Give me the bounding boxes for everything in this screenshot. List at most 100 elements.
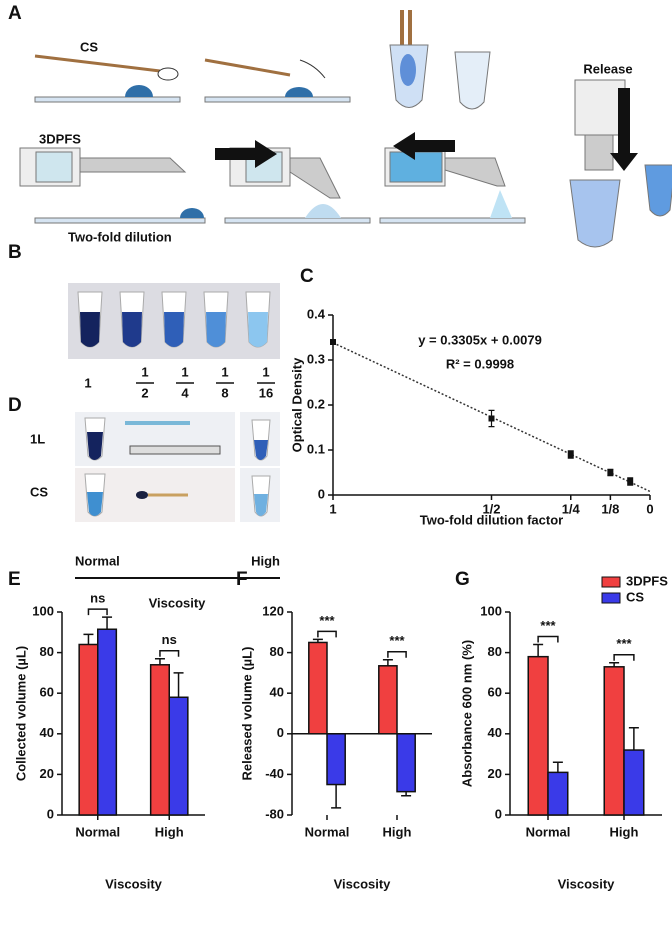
significance-bracket — [613, 654, 635, 661]
x-axis-title: Two-fold dilution factor — [420, 512, 563, 527]
y-tick-label: 0.1 — [307, 441, 325, 456]
dilution-numerator: 1 — [262, 364, 269, 379]
error-bar — [609, 662, 620, 667]
panel-label: D — [8, 395, 22, 416]
bar — [326, 733, 346, 786]
x-tick-label: High — [383, 824, 412, 839]
dilution-numerator: 1 — [221, 364, 228, 379]
y-tick-label: 100 — [32, 603, 54, 618]
row-label: CS — [30, 484, 48, 499]
data-point — [330, 339, 336, 345]
error-bar — [83, 633, 94, 645]
label-cs: CS — [80, 39, 98, 54]
significance-label: ns — [90, 591, 105, 606]
significance-bracket — [317, 630, 337, 638]
x-tick-label: 1/8 — [601, 501, 619, 516]
significance-label: *** — [540, 618, 556, 633]
bar — [78, 643, 99, 816]
data-point — [607, 469, 614, 476]
significance-label: *** — [616, 636, 632, 651]
panel-label: A — [8, 3, 22, 24]
y-tick-label: 40 — [270, 685, 284, 700]
significance-bracket — [159, 649, 180, 657]
x-axis-title: Viscosity — [558, 876, 616, 891]
photo-d — [75, 412, 280, 579]
bar — [97, 628, 118, 816]
x-axis-title: Viscosity — [334, 876, 392, 891]
error-bar — [533, 643, 544, 657]
panel-label: C — [300, 266, 314, 287]
illustration-a — [19, 10, 672, 248]
x-tick-label: Normal — [526, 824, 571, 839]
error-bar — [552, 761, 563, 773]
bar — [396, 733, 416, 793]
bar — [623, 749, 645, 816]
y-tick-label: 60 — [40, 685, 54, 700]
y-tick-label: 80 — [270, 644, 284, 659]
data-point — [567, 451, 574, 458]
panel-title: Two-fold dilution — [68, 229, 172, 244]
photo-b — [68, 283, 280, 359]
x-tick-label: 0 — [646, 501, 653, 516]
y-tick-label: 60 — [488, 685, 502, 700]
legend-label: CS — [626, 589, 644, 604]
y-tick-label: 120 — [262, 603, 284, 618]
axis-title: Viscosity — [149, 595, 207, 610]
dilution-denominator: 8 — [221, 385, 228, 400]
y-tick-label: 20 — [40, 766, 54, 781]
significance-label: *** — [389, 633, 405, 648]
y-tick-label: 40 — [488, 725, 502, 740]
significance-bracket — [87, 608, 108, 616]
bar — [603, 666, 625, 816]
error-bar — [154, 657, 165, 665]
legend-label: 3DPFS — [626, 573, 668, 588]
x-tick-label: High — [155, 824, 184, 839]
dilution-label: 1 — [84, 375, 91, 390]
y-tick-label: 20 — [488, 766, 502, 781]
y-tick-label: 80 — [488, 644, 502, 659]
panel-label: F — [236, 569, 248, 590]
legend-swatch — [601, 576, 621, 588]
significance-label: ns — [162, 632, 177, 647]
y-axis-title: Released volume (µL) — [239, 647, 254, 781]
bar — [149, 664, 171, 816]
x-tick-label: 1 — [329, 501, 336, 516]
error-bar — [173, 672, 184, 698]
y-tick-label: 0 — [277, 725, 284, 740]
panel-label: B — [8, 242, 22, 263]
significance-bracket — [387, 650, 407, 658]
x-tick-label: Normal — [305, 824, 350, 839]
bar — [547, 771, 569, 816]
error-bar — [102, 616, 113, 630]
dilution-numerator: 1 — [141, 364, 148, 379]
y-tick-label: 0 — [495, 806, 502, 821]
label-release: Release — [583, 61, 632, 76]
error-bar — [312, 638, 323, 643]
dilution-denominator: 4 — [181, 385, 189, 400]
y-tick-label: 0.2 — [307, 396, 325, 411]
label-device: 3DPFS — [39, 131, 81, 146]
error-bar — [628, 726, 639, 751]
significance-label: *** — [319, 613, 335, 628]
legend-swatch — [601, 592, 621, 604]
x-tick-label: 1/2 — [482, 501, 500, 516]
panel-label: E — [8, 569, 21, 590]
x-tick-label: Normal — [75, 824, 120, 839]
bar — [527, 655, 549, 816]
panel-label: G — [455, 569, 470, 590]
y-tick-label: -40 — [265, 766, 284, 781]
y-tick-label: 0 — [318, 486, 325, 501]
y-tick-label: 0.4 — [307, 306, 326, 321]
x-axis-title: Viscosity — [105, 876, 163, 891]
data-point — [488, 415, 495, 422]
annotation: y = 0.3305x + 0.0079 — [418, 332, 542, 347]
y-tick-label: 0.3 — [307, 351, 325, 366]
dilution-denominator: 2 — [141, 385, 148, 400]
annotation: R² = 0.9998 — [446, 356, 514, 371]
row-label: 1L — [30, 431, 45, 446]
data-point — [627, 478, 634, 485]
bar — [308, 641, 328, 735]
y-axis-title: Absorbance 600 nm (%) — [459, 640, 474, 787]
bar — [168, 696, 189, 816]
